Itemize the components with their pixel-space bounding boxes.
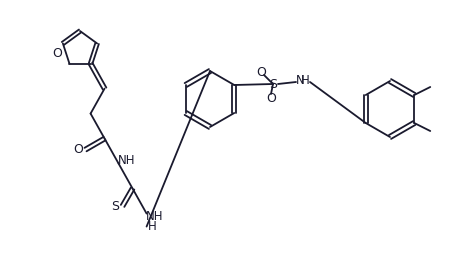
Text: N: N xyxy=(295,73,305,87)
Text: H: H xyxy=(148,220,157,233)
Text: NH: NH xyxy=(146,210,164,223)
Text: S: S xyxy=(112,200,120,213)
Text: O: O xyxy=(52,47,62,60)
Text: O: O xyxy=(74,143,83,156)
Text: H: H xyxy=(300,73,309,87)
Text: O: O xyxy=(256,65,266,78)
Text: O: O xyxy=(266,92,276,105)
Text: S: S xyxy=(269,78,277,91)
Text: NH: NH xyxy=(118,154,135,167)
